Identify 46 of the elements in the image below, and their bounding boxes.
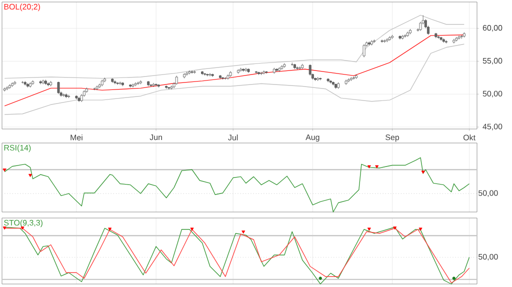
line-series	[4, 44, 465, 115]
candlestick	[190, 70, 194, 74]
candlestick	[226, 74, 230, 80]
candlestick	[401, 34, 404, 40]
point	[452, 276, 456, 280]
candlestick	[460, 34, 463, 40]
point	[418, 228, 422, 231]
candlestick	[134, 82, 137, 86]
point	[28, 174, 32, 178]
candlestick	[208, 72, 212, 77]
candlestick	[116, 82, 119, 86]
candlestick	[290, 62, 294, 66]
candlestick	[96, 85, 98, 90]
candlestick	[398, 35, 402, 40]
candlestick	[244, 68, 248, 72]
candlestick	[39, 80, 42, 84]
line-series	[4, 14, 465, 79]
point	[367, 165, 371, 168]
candlestick	[458, 35, 460, 40]
point	[367, 228, 371, 231]
candlestick	[75, 95, 78, 100]
candlestick	[362, 44, 366, 58]
point	[242, 230, 246, 234]
line-series	[4, 34, 465, 106]
candlestick	[170, 85, 173, 90]
candlestick	[188, 70, 191, 75]
candlestick	[57, 81, 60, 94]
candlestick	[211, 74, 214, 78]
candlestick	[175, 75, 178, 86]
point	[318, 276, 322, 280]
point	[108, 228, 112, 231]
candlestick	[114, 80, 116, 84]
candlestick	[150, 84, 152, 88]
candlestick	[308, 64, 312, 76]
point	[393, 226, 397, 230]
point	[421, 170, 425, 174]
candlestick	[154, 83, 158, 86]
candlestick	[344, 79, 348, 86]
candlestick	[283, 62, 286, 68]
point	[190, 228, 194, 231]
candlestick	[152, 82, 155, 88]
candlestick	[3, 87, 6, 92]
point	[2, 168, 6, 172]
point	[375, 165, 379, 168]
candlestick	[455, 36, 458, 42]
candlestick	[132, 83, 134, 88]
